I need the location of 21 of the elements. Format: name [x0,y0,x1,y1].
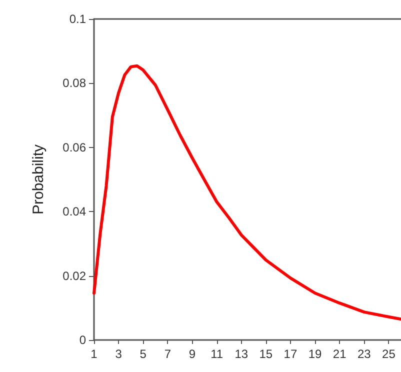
y-axis-title: Probability [30,144,47,215]
x-tick-label: 7 [164,347,172,361]
x-tick-label: 3 [115,347,122,361]
x-tick-label: 5 [140,347,147,361]
x-tick-label: 25 [382,347,396,361]
x-tick-label: 9 [188,347,196,361]
y-tick-label: 0.1 [69,12,86,26]
y-tick-label: 0.04 [62,204,86,219]
x-tick-label: 17 [284,347,298,361]
x-tick-label: 13 [234,347,248,361]
x-tick-label: 15 [259,347,273,361]
y-tick-label: 0.06 [62,140,86,154]
x-tick-label: 19 [308,347,322,361]
line-series [92,64,401,321]
y-tick-label: 0.08 [62,76,86,90]
x-tick-label: 23 [357,347,372,361]
y-tick-label: 0 [79,333,86,347]
x-tick-label: 21 [332,347,347,361]
y-tick-label: 0.02 [62,268,86,283]
x-tick-label: 11 [210,347,224,361]
x-tick-label: 1 [90,347,98,361]
